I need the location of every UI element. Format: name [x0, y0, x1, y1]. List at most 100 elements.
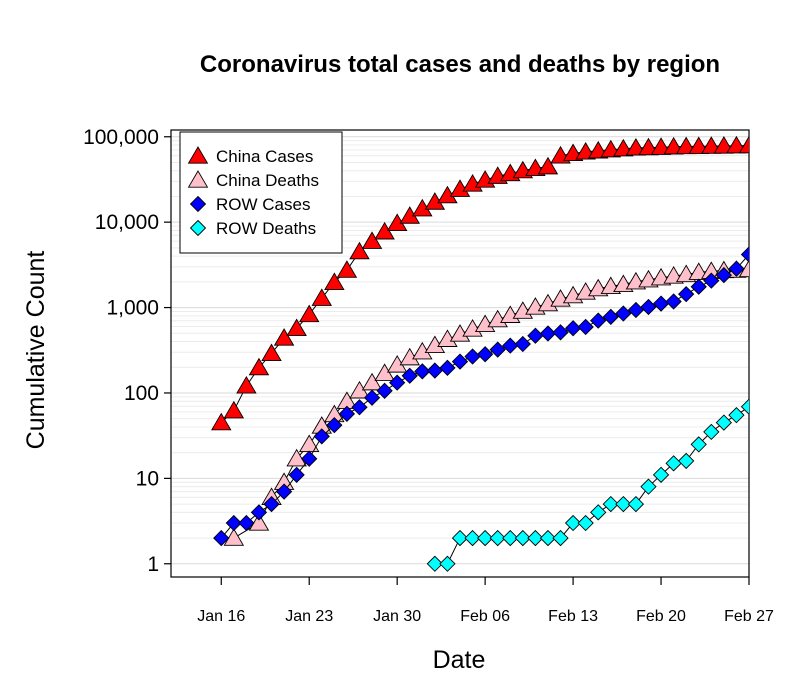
x-tick-label: Jan 16: [197, 608, 245, 625]
data-point: [713, 136, 735, 154]
y-axis-label: Cumulative Count: [22, 251, 50, 450]
data-point: [211, 412, 232, 431]
data-point: [288, 466, 305, 483]
data-point: [690, 436, 707, 453]
series-line: [220, 254, 749, 539]
legend-marker: [189, 195, 207, 213]
data-point: [464, 529, 481, 547]
data-point: [703, 423, 720, 441]
data-point: [726, 135, 747, 154]
data-point: [336, 260, 358, 278]
data-point: [728, 260, 745, 277]
data-point: [313, 428, 330, 445]
data-point: [552, 324, 569, 341]
data-point: [690, 278, 707, 295]
data-point: [349, 241, 370, 260]
data-point: [688, 136, 709, 155]
data-point: [552, 529, 569, 547]
data-point: [261, 343, 282, 362]
y-tick-label: 100,000: [83, 126, 159, 149]
data-point: [539, 529, 557, 547]
x-tick-label: Jan 23: [285, 608, 333, 625]
data-point: [401, 367, 418, 384]
data-point: [640, 298, 657, 316]
data-point: [324, 272, 345, 290]
data-point: [728, 407, 745, 424]
data-point: [250, 504, 268, 521]
data-point: [678, 286, 695, 303]
data-point: [564, 320, 582, 337]
legend: China Cases China Deaths ROW Cases ROW Deat…: [179, 131, 343, 254]
data-point: [311, 288, 333, 306]
data-point: [740, 246, 749, 263]
data-point: [640, 478, 657, 495]
data-point: [652, 466, 670, 483]
data-point: [263, 495, 280, 513]
data-point: [738, 135, 749, 154]
y-tick-label: 10: [136, 467, 159, 490]
data-point: [298, 304, 320, 323]
data-point: [590, 312, 607, 329]
data-point: [502, 337, 519, 354]
legend-marker: [187, 170, 209, 188]
data-point: [223, 400, 245, 419]
data-point: [665, 293, 682, 310]
data-point: [426, 555, 444, 572]
data-point: [502, 529, 519, 547]
data-point: [451, 529, 469, 547]
data-point: [715, 414, 733, 431]
data-point: [238, 514, 255, 532]
x-axis-label: Date: [433, 646, 486, 674]
data-point: [273, 328, 295, 346]
data-point: [627, 495, 645, 513]
data-point: [376, 382, 393, 399]
data-point: [326, 417, 343, 434]
data-point: [213, 529, 230, 547]
data-point: [248, 357, 270, 376]
data-point: [602, 308, 619, 326]
series-3: [426, 398, 749, 572]
data-point: [577, 514, 594, 532]
x-tick-label: Feb 20: [636, 608, 686, 625]
data-point: [678, 452, 695, 470]
data-point: [652, 295, 670, 312]
data-point: [615, 495, 632, 513]
y-tick-label: 10,000: [95, 211, 159, 234]
data-point: [675, 136, 697, 155]
data-point: [537, 156, 559, 175]
legend-label: China Cases: [216, 147, 313, 166]
legend-label: China Deaths: [216, 171, 319, 190]
data-point: [590, 504, 607, 521]
legend-box: [179, 131, 343, 254]
data-point: [223, 528, 245, 546]
data-point: [439, 359, 456, 376]
data-point: [627, 301, 645, 319]
data-point: [527, 529, 544, 547]
data-point: [577, 318, 594, 336]
data-point: [451, 353, 469, 370]
data-point: [476, 529, 494, 547]
data-point: [489, 341, 506, 358]
series-0: [211, 135, 749, 431]
x-tick-label: Feb 06: [460, 608, 510, 625]
data-point: [363, 389, 381, 406]
legend-label: ROW Cases: [216, 195, 310, 214]
data-point: [527, 327, 544, 344]
data-point: [275, 483, 293, 500]
data-point: [602, 495, 619, 513]
series-2: [213, 246, 749, 547]
x-axis: Jan 16 Jan 23 Jan 30 Feb 06 Feb 13 Feb 20 Feb …: [197, 577, 774, 625]
y-tick-label: 100: [124, 382, 159, 405]
data-point: [489, 529, 506, 547]
data-point: [625, 137, 647, 156]
data-point: [248, 513, 270, 531]
x-tick-label: Jan 30: [373, 608, 421, 625]
data-point: [414, 363, 431, 380]
data-point: [476, 346, 494, 363]
data-point: [426, 362, 444, 379]
data-point: [338, 405, 356, 422]
data-point: [701, 136, 722, 154]
data-point: [361, 231, 383, 249]
